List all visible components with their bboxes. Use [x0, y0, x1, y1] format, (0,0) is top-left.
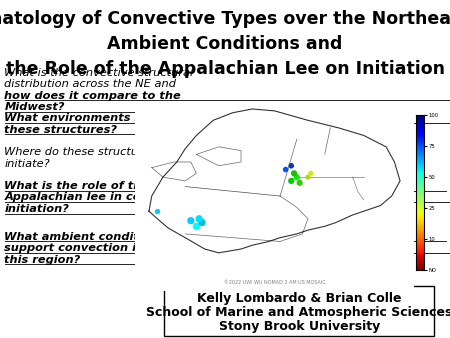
Point — [307, 171, 315, 176]
Text: initiation?: initiation? — [4, 204, 69, 214]
Text: What ambient conditions: What ambient conditions — [4, 232, 166, 242]
Text: School of Marine and Atmospheric Sciences: School of Marine and Atmospheric Science… — [146, 306, 450, 319]
Text: Where do these structures: Where do these structures — [4, 147, 156, 157]
FancyBboxPatch shape — [164, 286, 434, 336]
Point — [304, 174, 311, 180]
Point — [154, 209, 161, 214]
Point — [193, 224, 200, 229]
Point — [288, 178, 295, 184]
Text: how does it compare to the: how does it compare to the — [4, 91, 181, 101]
Text: ©2022 UWI WU NOMAD 2 AM US MOSAIC: ©2022 UWI WU NOMAD 2 AM US MOSAIC — [224, 280, 325, 285]
Text: What is the role of the: What is the role of the — [4, 181, 149, 191]
Text: support convection initiation in: support convection initiation in — [4, 243, 207, 253]
Text: this region?: this region? — [4, 255, 81, 265]
Point — [198, 220, 206, 225]
Point — [290, 171, 297, 176]
Text: these structures?: these structures? — [4, 125, 117, 135]
Text: What environments support: What environments support — [4, 113, 185, 123]
Text: initiate?: initiate? — [4, 159, 50, 169]
Point — [196, 216, 203, 221]
Point — [288, 163, 295, 168]
Text: Kelly Lombardo & Brian Colle: Kelly Lombardo & Brian Colle — [197, 292, 401, 305]
Text: What is the convective structural: What is the convective structural — [4, 68, 194, 78]
Point — [293, 174, 301, 180]
Point — [282, 167, 289, 172]
Text: Midwest?: Midwest? — [4, 102, 65, 112]
Point — [296, 180, 303, 186]
Text: Stony Brook University: Stony Brook University — [219, 320, 380, 333]
Point — [187, 218, 194, 223]
Text: A Climatology of Convective Types over the Northeast US:
Ambient Conditions and
: A Climatology of Convective Types over t… — [0, 10, 450, 78]
Text: distribution across the NE and: distribution across the NE and — [4, 79, 176, 89]
Text: Appalachian lee in convective: Appalachian lee in convective — [4, 192, 196, 202]
